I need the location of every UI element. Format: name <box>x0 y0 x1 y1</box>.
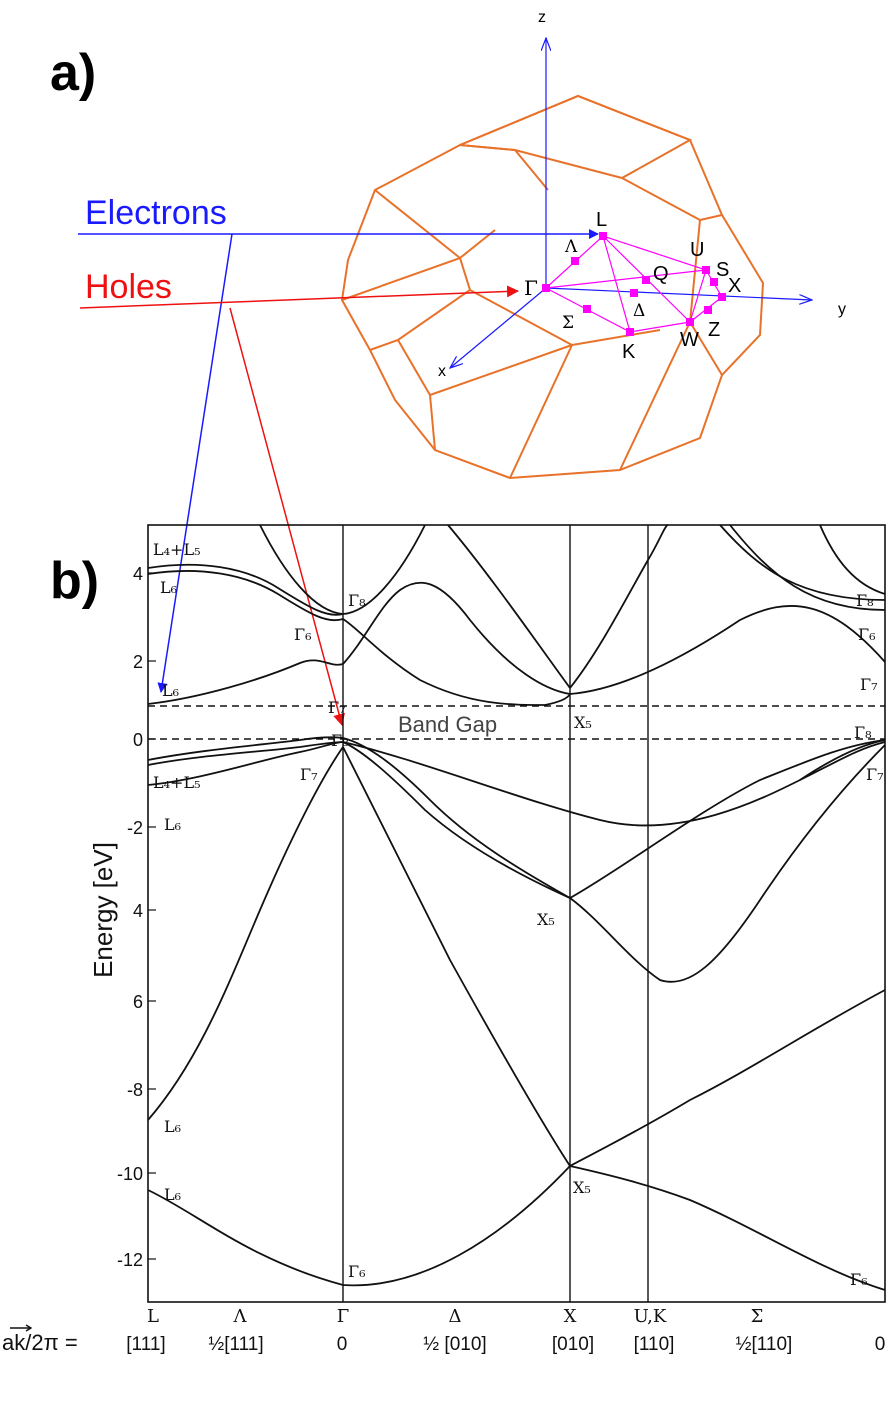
U-point-label: U <box>690 239 704 261</box>
k-symmetry-labels: L Λ Γ Δ X U,K Σ <box>147 1306 763 1327</box>
panel-label-a: a) <box>50 44 96 102</box>
state-label: Γ₇ <box>300 765 318 784</box>
y-tick-label: 2 <box>133 652 143 672</box>
symmetry-point-labels: Γ L Λ Q U S X Δ Σ K W Z <box>524 209 741 363</box>
state-label: X₅ <box>573 1178 591 1197</box>
panel-label-b: b) <box>50 552 99 610</box>
state-label: Γ₆ <box>348 1262 366 1281</box>
X-point-label: X <box>728 275 741 297</box>
k-vector: ½ [010] <box>423 1334 486 1355</box>
delta-point-label: Δ <box>633 301 645 321</box>
state-label: Γ₈ <box>331 731 349 750</box>
y-tick-label: -12 <box>117 1250 143 1270</box>
k-vector-row: ak/2π = [111] ½[111] 0 ½ [010] [010] [11… <box>2 1324 886 1355</box>
k-vector: 0 <box>337 1334 348 1355</box>
state-label: L₄+L₅ <box>153 540 200 559</box>
sigma-point-label: Σ <box>562 313 574 333</box>
k-label: L <box>147 1306 159 1327</box>
k-vector: [110] <box>634 1334 675 1355</box>
k-vector: ½[111] <box>208 1334 263 1355</box>
state-labels: L₄+L₅ L₆ L₆ L₄+L₅ L₆ L₆ L₆ Γ₈ Γ₆ Γ₇ Γ₈ Γ… <box>153 540 884 1289</box>
state-label: L₆ <box>160 578 177 597</box>
state-label: Γ₈ <box>856 591 874 610</box>
k-label: X <box>564 1306 577 1327</box>
y-axis-title: Energy [eV] <box>88 842 118 978</box>
Q-point-label: Q <box>653 263 669 285</box>
k-vector: ½[110] <box>736 1334 793 1355</box>
band-plot: Band Gap <box>2 524 886 1355</box>
electrons-arrow <box>157 233 233 693</box>
state-label: Γ₇ <box>866 765 884 784</box>
x-axis <box>450 287 547 368</box>
holes-underline <box>79 285 519 309</box>
electrons-label: Electrons <box>85 194 227 232</box>
holes-label: Holes <box>85 268 172 306</box>
band-gap-label: Band Gap <box>398 712 497 737</box>
S-point-label: S <box>716 259 729 281</box>
Z-point-label: Z <box>708 319 720 341</box>
state-label: Γ₆ <box>294 625 312 644</box>
symmetry-points <box>542 232 726 336</box>
y-tick-label: -10 <box>117 1164 143 1184</box>
y-tick-label: 4 <box>133 564 143 584</box>
gamma-point-label: Γ <box>524 276 538 300</box>
x-axis-label: x <box>438 363 446 380</box>
k-vector: [111] <box>126 1334 165 1355</box>
state-label: Γ₈ <box>348 591 366 610</box>
k-label: Λ <box>233 1306 248 1327</box>
state-label: L₆ <box>164 1117 181 1136</box>
y-tick-label: 6 <box>133 992 143 1012</box>
state-label: Γ₇ <box>860 675 878 694</box>
k-vector: 0 <box>875 1334 886 1355</box>
y-tick-label: 4 <box>133 901 143 921</box>
L-point-label: L <box>596 209 607 231</box>
bands <box>147 524 886 1291</box>
k-label: U,K <box>634 1306 667 1327</box>
k-vector: [010] <box>552 1334 594 1355</box>
state-label: X₅ <box>537 910 555 929</box>
state-label: L₆ <box>162 681 179 700</box>
state-label: L₆ <box>164 1185 181 1204</box>
state-label: Γ₆ <box>850 1270 868 1289</box>
state-label: Γ₈ <box>854 723 872 742</box>
k-label: Γ <box>337 1306 350 1327</box>
y-axis <box>545 287 812 300</box>
y-tick-label: -8 <box>127 1080 143 1100</box>
lambda-point-label: Λ <box>564 237 578 257</box>
k-label: Σ <box>751 1306 764 1327</box>
y-tick-label: 0 <box>133 730 143 750</box>
z-axis-label: z <box>538 9 546 26</box>
k-vector-prefix: ak/2π = <box>2 1330 78 1355</box>
vector-arrow-head <box>25 1324 33 1332</box>
k-label: Δ <box>449 1306 462 1327</box>
holes-arrow <box>229 307 345 726</box>
W-point-label: W <box>680 329 699 351</box>
symmetry-verticals <box>342 525 649 1302</box>
y-axis-label: y <box>838 301 846 318</box>
state-label: L₆ <box>164 815 181 834</box>
K-point-label: K <box>622 341 636 363</box>
state-label: L₄+L₅ <box>153 773 200 792</box>
band-gap-lines <box>148 705 885 740</box>
y-ticks <box>148 572 156 1260</box>
state-label: Γ₇ <box>328 698 346 717</box>
state-label: X₅ <box>574 713 592 732</box>
y-tick-labels: 4 2 0 -2 4 6 -8 -10 -12 <box>117 564 143 1270</box>
plot-frame <box>147 524 886 1303</box>
y-tick-label: -2 <box>127 818 143 838</box>
kspace-axes <box>450 38 812 368</box>
state-label: Γ₆ <box>858 625 876 644</box>
